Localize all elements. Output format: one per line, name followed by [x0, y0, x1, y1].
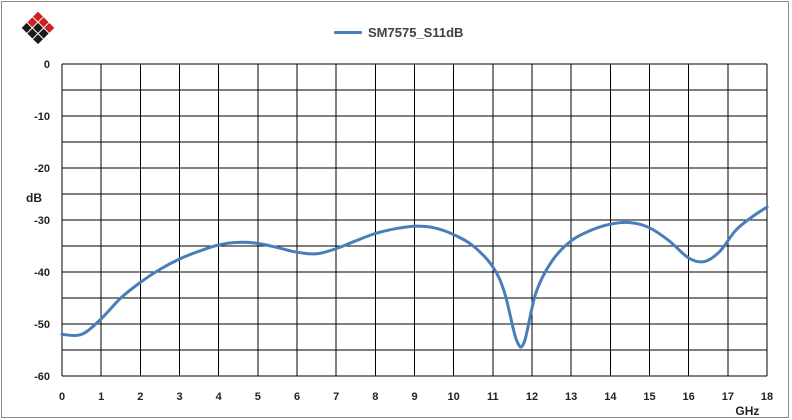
x-tick-label: 1 [98, 391, 104, 403]
y-tick-label: -30 [34, 215, 50, 227]
y-axis-ticks: 0 -10 -20 -30 -40 -50 -60 [34, 59, 50, 383]
x-tick-label: 3 [176, 391, 182, 403]
y-tick-label: -20 [34, 163, 50, 175]
chart-legend: SM7575_S11dB [334, 20, 463, 44]
x-tick-label: 18 [761, 391, 773, 403]
x-tick-label: 12 [526, 391, 538, 403]
x-tick-label: 5 [255, 391, 261, 403]
x-tick-label: 8 [372, 391, 378, 403]
y-tick-label: 0 [44, 59, 50, 71]
y-tick-label: -10 [34, 111, 50, 123]
x-tick-label: 2 [137, 391, 143, 403]
x-tick-label: 4 [216, 391, 223, 403]
x-tick-label: 15 [643, 391, 655, 403]
x-tick-label: 7 [333, 391, 339, 403]
y-tick-label: -40 [34, 267, 50, 279]
x-tick-label: 13 [565, 391, 577, 403]
x-tick-label: 6 [294, 391, 300, 403]
x-tick-label: 14 [604, 391, 617, 403]
y-axis-label: dB [26, 191, 42, 205]
company-logo [21, 11, 55, 45]
x-tick-label: 9 [411, 391, 417, 403]
x-axis-label: GHz [735, 404, 759, 418]
x-axis-ticks: 0 1 2 3 4 5 6 7 8 9 10 11 12 13 14 15 16 17 18 [59, 391, 773, 403]
x-tick-label: 17 [722, 391, 734, 403]
series-line-sm7575-s11db [60, 205, 769, 349]
series-group [60, 205, 769, 349]
y-tick-label: -60 [34, 371, 50, 383]
x-tick-label: 16 [683, 391, 695, 403]
legend-swatch [334, 30, 362, 34]
grid-lines [61, 63, 768, 377]
y-tick-label: -50 [34, 319, 50, 331]
x-tick-label: 11 [487, 391, 499, 403]
x-tick-label: 0 [59, 391, 65, 403]
x-tick-label: 10 [448, 391, 460, 403]
legend-label: SM7575_S11dB [368, 24, 464, 40]
